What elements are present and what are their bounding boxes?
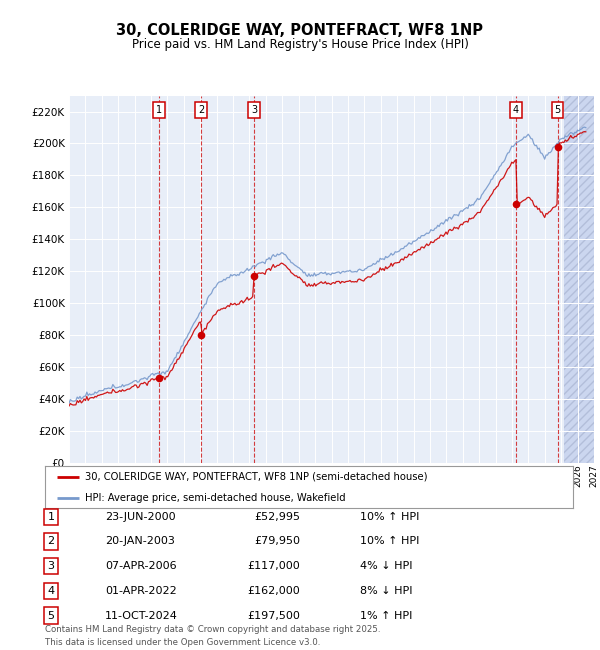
Text: 5: 5 xyxy=(554,105,561,115)
Text: 20-JAN-2003: 20-JAN-2003 xyxy=(105,536,175,547)
Text: 4: 4 xyxy=(47,586,55,596)
Text: 1: 1 xyxy=(155,105,162,115)
Text: 2: 2 xyxy=(47,536,55,547)
Text: 4% ↓ HPI: 4% ↓ HPI xyxy=(360,561,413,571)
Text: 30, COLERIDGE WAY, PONTEFRACT, WF8 1NP: 30, COLERIDGE WAY, PONTEFRACT, WF8 1NP xyxy=(116,23,484,38)
Text: Price paid vs. HM Land Registry's House Price Index (HPI): Price paid vs. HM Land Registry's House … xyxy=(131,38,469,51)
Text: 1% ↑ HPI: 1% ↑ HPI xyxy=(360,610,412,621)
Text: 11-OCT-2024: 11-OCT-2024 xyxy=(105,610,178,621)
Text: 01-APR-2022: 01-APR-2022 xyxy=(105,586,177,596)
Text: Contains HM Land Registry data © Crown copyright and database right 2025.
This d: Contains HM Land Registry data © Crown c… xyxy=(45,625,380,647)
Text: 1: 1 xyxy=(47,512,55,522)
Bar xyxy=(564,96,594,463)
Text: 10% ↑ HPI: 10% ↑ HPI xyxy=(360,512,419,522)
Text: 8% ↓ HPI: 8% ↓ HPI xyxy=(360,586,413,596)
Text: £52,995: £52,995 xyxy=(254,512,300,522)
Text: 4: 4 xyxy=(513,105,519,115)
Text: 07-APR-2006: 07-APR-2006 xyxy=(105,561,176,571)
Text: £197,500: £197,500 xyxy=(247,610,300,621)
Text: 10% ↑ HPI: 10% ↑ HPI xyxy=(360,536,419,547)
Text: £117,000: £117,000 xyxy=(247,561,300,571)
Text: 23-JUN-2000: 23-JUN-2000 xyxy=(105,512,176,522)
Text: 3: 3 xyxy=(251,105,257,115)
Text: £162,000: £162,000 xyxy=(247,586,300,596)
Text: 5: 5 xyxy=(47,610,55,621)
Text: 30, COLERIDGE WAY, PONTEFRACT, WF8 1NP (semi-detached house): 30, COLERIDGE WAY, PONTEFRACT, WF8 1NP (… xyxy=(85,472,427,482)
Text: HPI: Average price, semi-detached house, Wakefield: HPI: Average price, semi-detached house,… xyxy=(85,493,345,502)
Text: 2: 2 xyxy=(198,105,204,115)
Text: 3: 3 xyxy=(47,561,55,571)
Text: £79,950: £79,950 xyxy=(254,536,300,547)
